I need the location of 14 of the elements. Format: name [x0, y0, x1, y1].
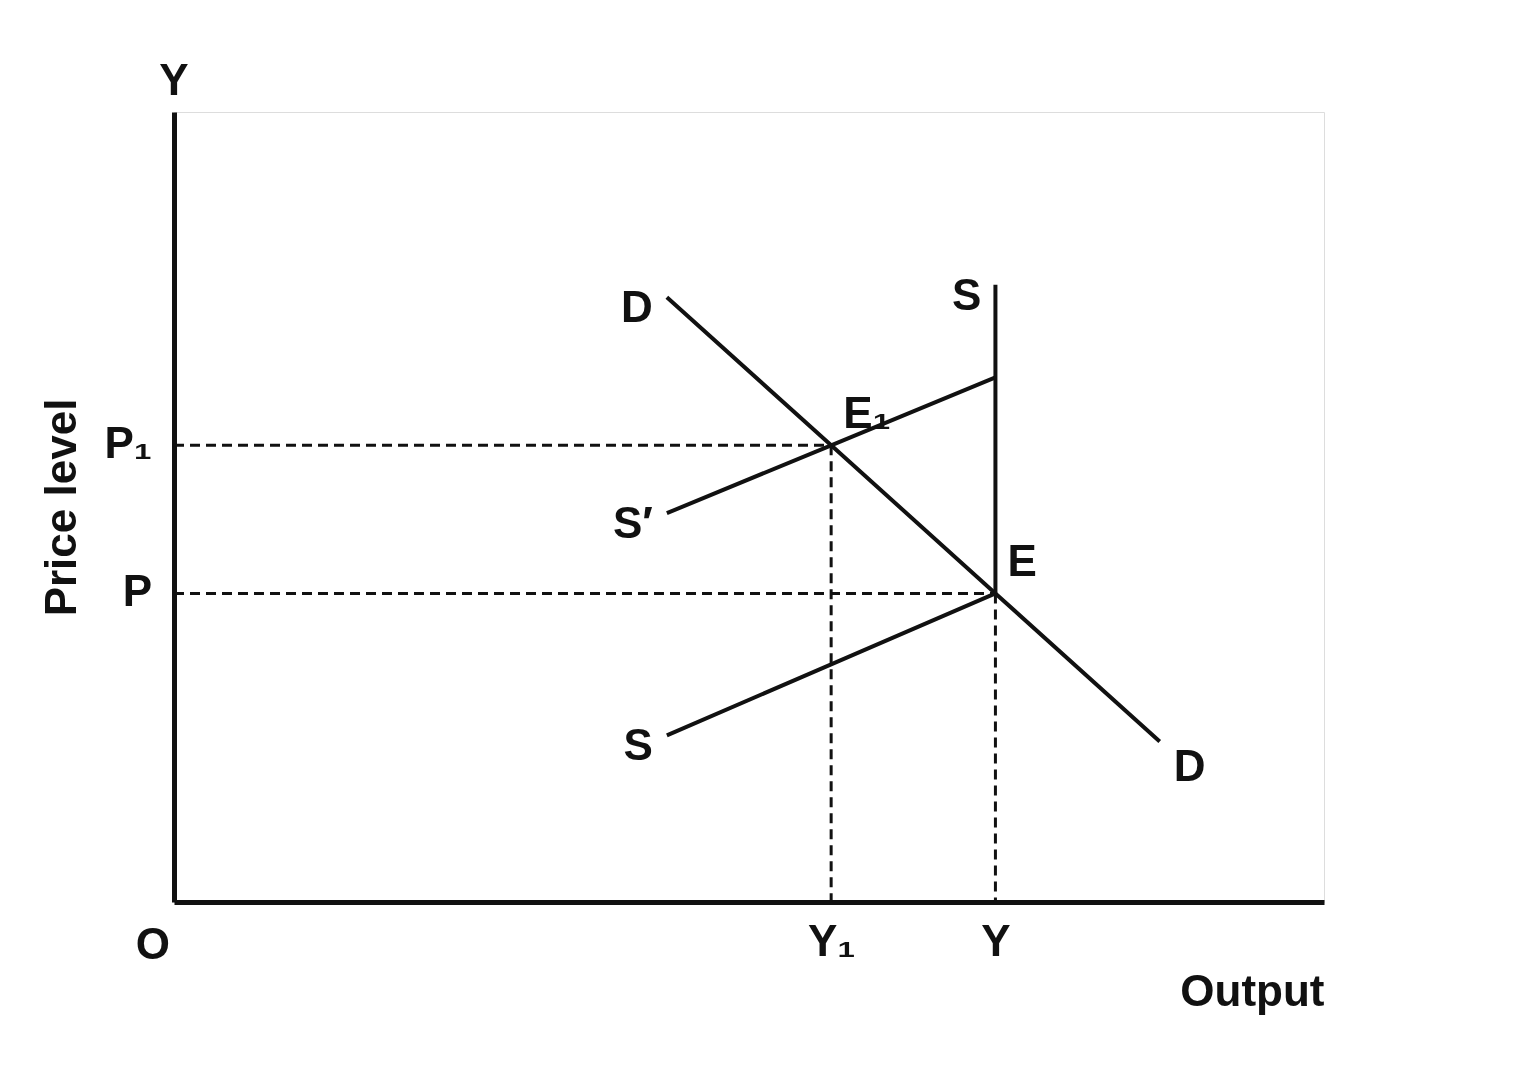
series-label: D [1173, 740, 1206, 790]
series-label: P [122, 566, 152, 616]
series-label: S′ [612, 498, 653, 548]
annotation: E [1007, 536, 1037, 586]
annotation: E₁ [843, 388, 891, 438]
x-tick-label: Y₁ [807, 915, 856, 965]
x-axis-title: Output [1180, 965, 1325, 1015]
series-label: S [623, 720, 653, 770]
text: Y [159, 55, 189, 104]
series-label: P₁ [104, 418, 152, 468]
y-axis-title: Price level [35, 398, 85, 617]
annotation: D [621, 282, 653, 332]
text: O [135, 919, 170, 968]
series-label: S [952, 269, 982, 319]
